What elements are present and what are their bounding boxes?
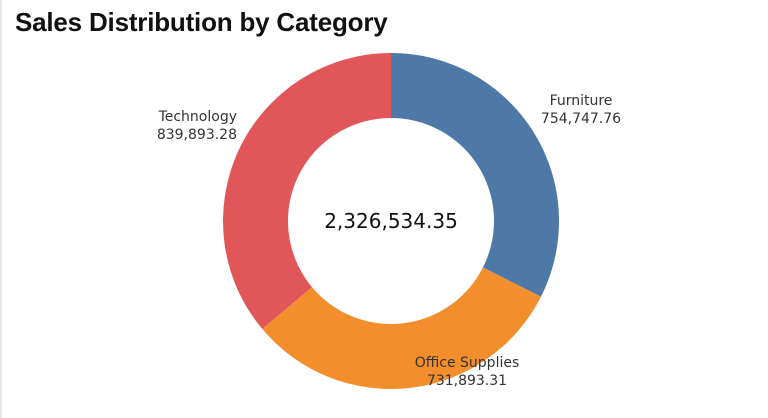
label-furniture: Furniture 754,747.76 (526, 92, 636, 128)
label-technology-name: Technology (158, 109, 237, 125)
center-total-value: 2,326,534.35 (324, 209, 458, 233)
chart-title: Sales Distribution by Category (15, 7, 388, 37)
label-office-supplies: Office Supplies 731,893.31 (400, 354, 534, 390)
label-office-supplies-value: 731,893.31 (426, 373, 508, 389)
label-furniture-name: Furniture (549, 93, 613, 109)
label-furniture-value: 754,747.76 (540, 111, 622, 127)
label-technology-value: 839,893.28 (156, 127, 237, 143)
label-technology: Technology 839,893.28 (157, 108, 237, 144)
donut-hole (288, 118, 494, 324)
panel-left-border (0, 0, 2, 418)
label-office-supplies-name: Office Supplies (414, 355, 520, 371)
